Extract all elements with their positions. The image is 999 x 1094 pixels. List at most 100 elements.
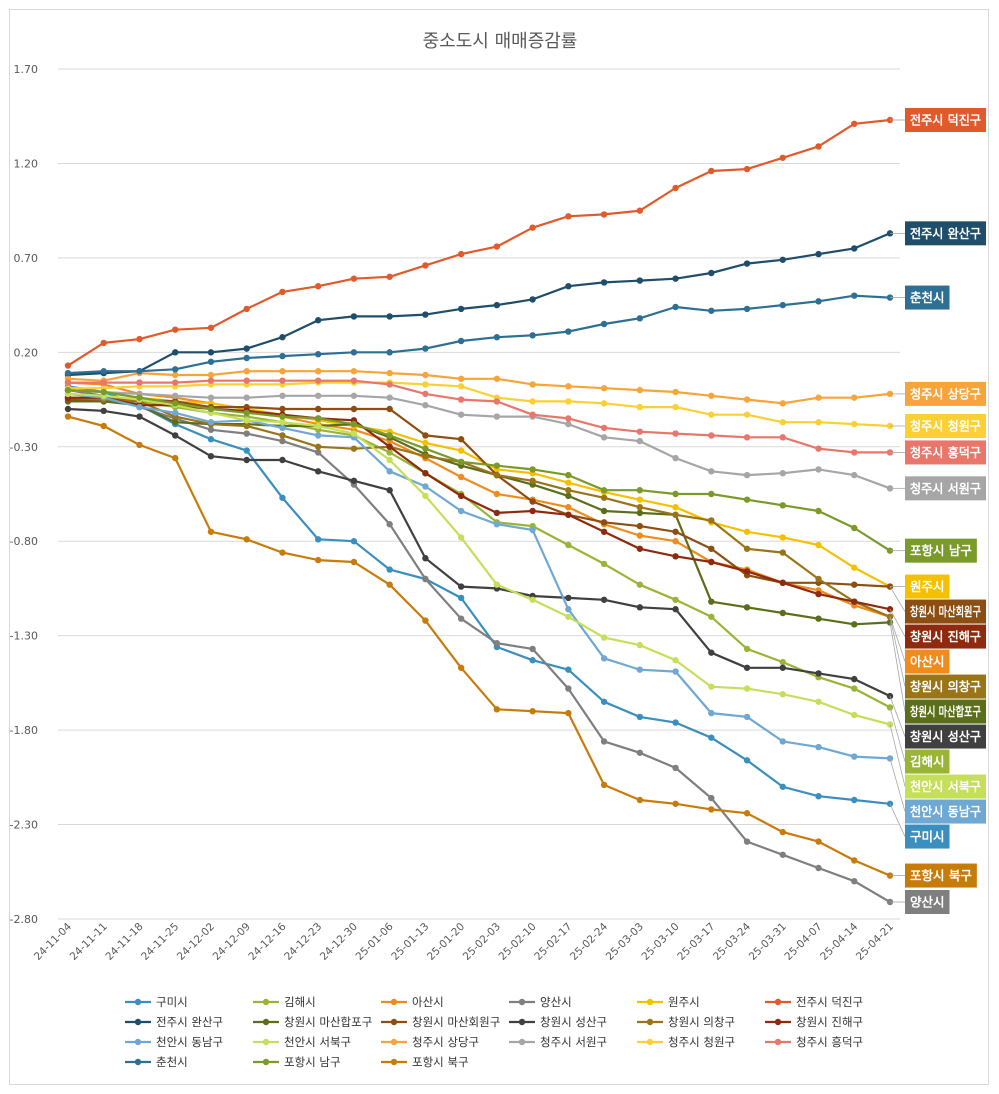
legend-item-전주시-완산구[interactable]: 전주시 완산구 <box>125 1015 223 1029</box>
legend-item-구미시[interactable]: 구미시 <box>125 995 188 1009</box>
data-point <box>350 313 358 320</box>
data-point <box>386 456 393 464</box>
legend-item-청주시-흥덕구[interactable]: 청주시 흥덕구 <box>765 1035 863 1049</box>
data-point <box>708 269 715 277</box>
end-label-청주시-흥덕구: 청주시 흥덕구 <box>890 440 986 465</box>
data-point <box>779 783 786 790</box>
legend-label: 아산시 <box>412 995 444 1009</box>
legend-item-창원시-의창구[interactable]: 창원시 의창구 <box>637 1015 735 1029</box>
data-point <box>100 407 107 415</box>
x-tick-label: 25-02-03 <box>461 921 503 963</box>
end-label-box <box>905 863 977 888</box>
data-point <box>851 245 858 252</box>
data-point <box>529 332 536 339</box>
data-point <box>779 301 786 309</box>
data-point <box>743 757 751 764</box>
data-point <box>743 411 751 418</box>
data-point <box>422 492 429 500</box>
data-point <box>386 487 393 494</box>
series-전주시-덕진구 <box>64 116 894 369</box>
end-label-청주시-상당구: 청주시 상당구 <box>890 381 986 406</box>
series-line <box>67 118 891 367</box>
data-point <box>350 538 358 545</box>
data-point <box>565 398 572 405</box>
legend-item-창원시-성산구[interactable]: 창원시 성산구 <box>509 1015 607 1029</box>
data-point <box>422 555 429 562</box>
legend-label: 청주시 흥덕구 <box>796 1035 863 1049</box>
leader-line <box>889 758 906 812</box>
data-point <box>851 581 858 588</box>
legend-label: 김해시 <box>284 995 316 1009</box>
end-label-아산시: 아산시 <box>889 616 950 674</box>
data-point <box>386 443 393 450</box>
legend-swatch-marker <box>390 1058 398 1066</box>
data-point <box>279 352 286 360</box>
data-point <box>314 405 322 413</box>
legend-item-전주시-덕진구[interactable]: 전주시 덕진구 <box>765 995 863 1009</box>
end-label-전주시-완산구: 전주시 완산구 <box>890 221 986 246</box>
y-tick-label: 1.70 <box>14 63 39 76</box>
end-label-box <box>905 381 986 406</box>
data-point <box>314 422 322 430</box>
data-point <box>779 851 786 858</box>
legend-item-청주시-청원구[interactable]: 청주시 청원구 <box>637 1035 735 1049</box>
data-point <box>386 449 393 456</box>
y-tick-label: 1.20 <box>14 157 39 170</box>
data-point <box>386 349 393 356</box>
data-point <box>815 793 822 800</box>
data-point <box>636 277 644 284</box>
legend-item-원주시[interactable]: 원주시 <box>637 995 700 1009</box>
legend-item-포항시-북구[interactable]: 포항시 북구 <box>381 1055 469 1069</box>
legend-item-창원시-마산회원구[interactable]: 창원시 마산회원구 <box>381 1015 500 1029</box>
legend-item-아산시[interactable]: 아산시 <box>381 995 444 1009</box>
end-label-text: 김해시 <box>910 754 945 769</box>
series-line <box>68 379 890 454</box>
data-point <box>457 250 465 258</box>
data-point <box>815 394 822 401</box>
legend-item-청주시-서원구[interactable]: 청주시 서원구 <box>509 1035 607 1049</box>
legend-item-양산시[interactable]: 양산시 <box>509 995 572 1009</box>
data-point <box>172 400 179 407</box>
data-point <box>600 655 608 662</box>
data-point <box>493 490 501 498</box>
data-point <box>600 781 608 789</box>
legend-item-춘천시[interactable]: 춘천시 <box>125 1055 188 1069</box>
data-point <box>136 394 143 401</box>
data-point <box>386 369 393 377</box>
data-point <box>422 402 429 409</box>
legend-item-청주시-상당구[interactable]: 청주시 상당구 <box>381 1035 479 1049</box>
data-point <box>672 403 679 411</box>
data-point <box>743 685 751 692</box>
data-point <box>743 165 751 173</box>
data-point <box>314 283 322 290</box>
series-포항시-남구 <box>64 386 894 554</box>
data-point <box>851 120 858 127</box>
legend-item-포항시-남구[interactable]: 포항시 남구 <box>253 1055 341 1069</box>
series-춘천시 <box>64 292 894 377</box>
data-point <box>529 477 536 484</box>
data-point <box>779 658 786 666</box>
legend-item-천안시-동남구[interactable]: 천안시 동남구 <box>125 1035 223 1049</box>
data-point <box>386 313 393 320</box>
chart: 중소도시 매매증감률 1.70 1.20 0.70 0.20 -0.30 -0.80 -1.… <box>10 31 986 1069</box>
data-point <box>529 657 536 664</box>
data-point <box>708 649 715 656</box>
data-point <box>64 379 72 386</box>
x-tick-label: 25-04-21 <box>854 921 896 963</box>
data-point <box>493 521 501 528</box>
data-point <box>422 262 429 269</box>
data-point <box>172 349 179 356</box>
legend-item-창원시-마산합포구[interactable]: 창원시 마산합포구 <box>253 1015 372 1029</box>
series-line <box>67 370 891 405</box>
data-point <box>100 379 107 386</box>
legend-swatch-marker <box>518 1038 526 1046</box>
legend-item-창원시-진해구[interactable]: 창원시 진해구 <box>765 1015 863 1029</box>
end-label-text: 구미시 <box>910 829 945 844</box>
data-point <box>529 596 536 603</box>
data-point <box>457 492 465 500</box>
legend-item-천안시-서북구[interactable]: 천안시 서북구 <box>253 1035 351 1049</box>
data-point <box>172 409 179 416</box>
end-label-text: 원주시 <box>910 579 945 594</box>
legend-item-김해시[interactable]: 김해시 <box>253 995 316 1009</box>
data-point <box>422 439 429 447</box>
